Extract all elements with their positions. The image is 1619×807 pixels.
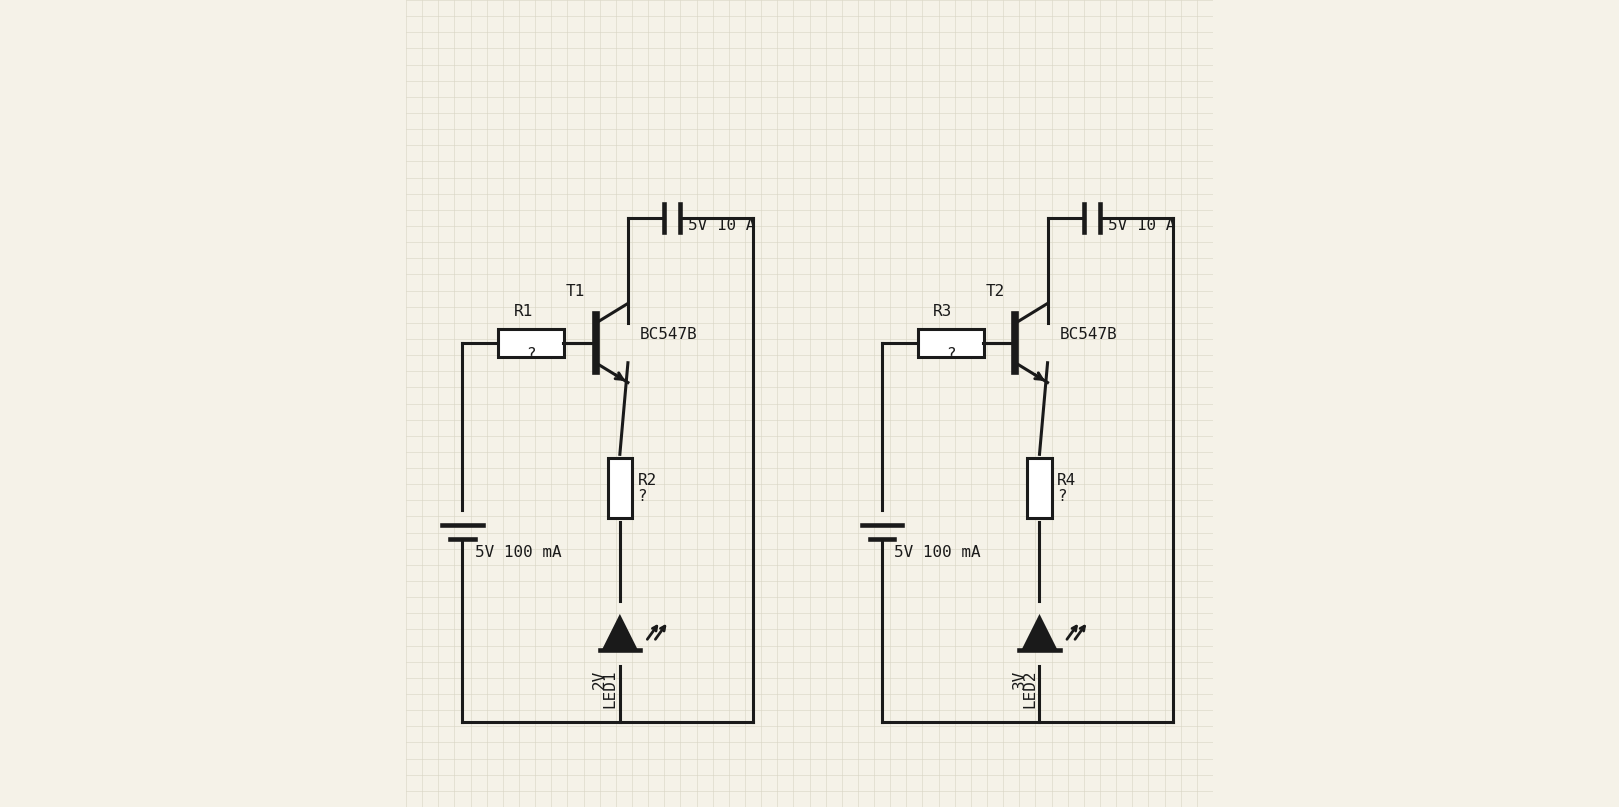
Text: LED2: LED2 bbox=[1022, 670, 1038, 709]
Text: T2: T2 bbox=[986, 283, 1005, 299]
Text: R1: R1 bbox=[513, 303, 533, 319]
Text: 5V 100 mA: 5V 100 mA bbox=[474, 545, 562, 560]
Text: R4: R4 bbox=[1057, 473, 1077, 487]
Bar bbox=[607, 458, 631, 518]
Text: LED1: LED1 bbox=[602, 670, 618, 709]
Text: BC547B: BC547B bbox=[1060, 328, 1117, 342]
Text: ?: ? bbox=[526, 347, 536, 362]
Text: ?: ? bbox=[1057, 489, 1067, 504]
Polygon shape bbox=[1023, 617, 1056, 650]
Text: BC547B: BC547B bbox=[640, 328, 698, 342]
Polygon shape bbox=[604, 617, 636, 650]
Bar bbox=[499, 329, 563, 357]
Text: 5V 10 A: 5V 10 A bbox=[688, 219, 756, 233]
Text: R3: R3 bbox=[933, 303, 952, 319]
Text: ?: ? bbox=[638, 489, 648, 504]
Bar bbox=[918, 329, 984, 357]
Text: 2V: 2V bbox=[593, 670, 607, 689]
Text: T1: T1 bbox=[567, 283, 584, 299]
Text: 3V: 3V bbox=[1012, 670, 1026, 689]
Text: ?: ? bbox=[945, 347, 955, 362]
Text: 5V 100 mA: 5V 100 mA bbox=[894, 545, 981, 560]
Text: 5V 10 A: 5V 10 A bbox=[1107, 219, 1175, 233]
Bar bbox=[1028, 458, 1052, 518]
Text: R2: R2 bbox=[638, 473, 657, 487]
